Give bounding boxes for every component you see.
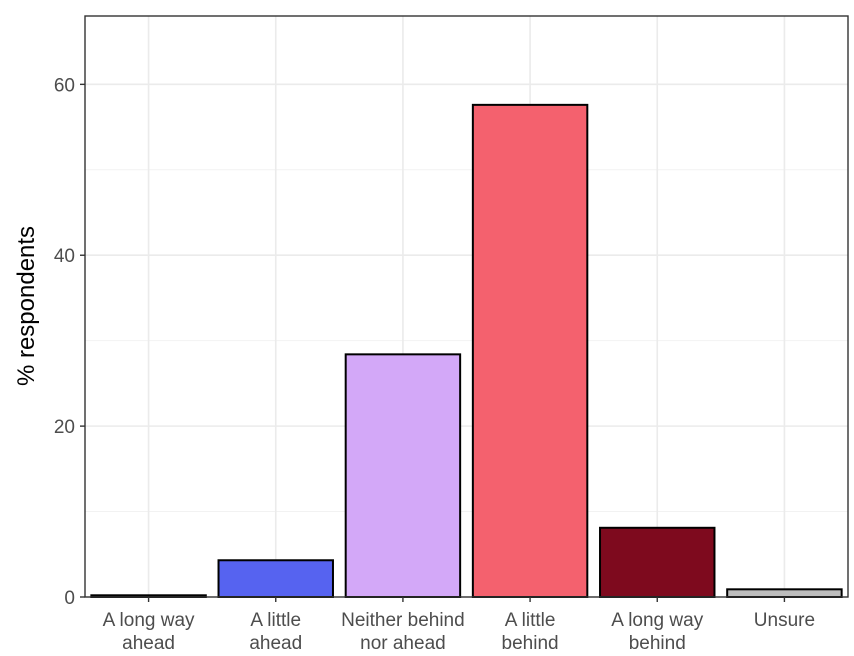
x-tick-label-line: ahead: [249, 633, 302, 654]
bar: [217, 559, 334, 599]
x-tick-label-line: Unsure: [754, 610, 815, 631]
x-tick-label-line: A long way: [103, 610, 195, 631]
x-tick-label-line: A little: [505, 610, 556, 631]
x-tick-label: A long way ahead: [103, 610, 195, 654]
y-tick-label: 60: [54, 75, 75, 96]
bar: [344, 353, 462, 598]
x-tick-label: A long way behind: [611, 610, 703, 654]
x-tick-label: Unsure: [754, 610, 815, 631]
x-tick-label-line: behind: [502, 633, 559, 654]
y-axis-title: % respondents: [13, 226, 40, 386]
x-tick-label: A little behind: [502, 610, 559, 654]
x-tick-label: Neither behind nor ahead: [341, 610, 465, 654]
y-axis: 0 20 40 60: [54, 75, 85, 609]
panel-border: [84, 15, 849, 598]
x-tick-label-line: A little: [250, 610, 301, 631]
x-tick-label-line: A long way: [611, 610, 703, 631]
y-tick-label: 40: [54, 246, 75, 267]
x-tick-label-line: behind: [629, 633, 686, 654]
y-tick-label: 0: [64, 588, 75, 609]
x-tick-label: A little ahead: [249, 610, 302, 654]
x-tick-label-line: nor ahead: [360, 633, 446, 654]
x-tick-label-line: Neither behind: [341, 610, 465, 631]
bar: [599, 526, 716, 599]
bars: [90, 103, 843, 599]
gridlines: [85, 16, 848, 598]
bar: [726, 588, 843, 599]
y-tick-label: 20: [54, 417, 75, 438]
bar: [471, 103, 589, 598]
x-tick-label-line: ahead: [122, 633, 175, 654]
